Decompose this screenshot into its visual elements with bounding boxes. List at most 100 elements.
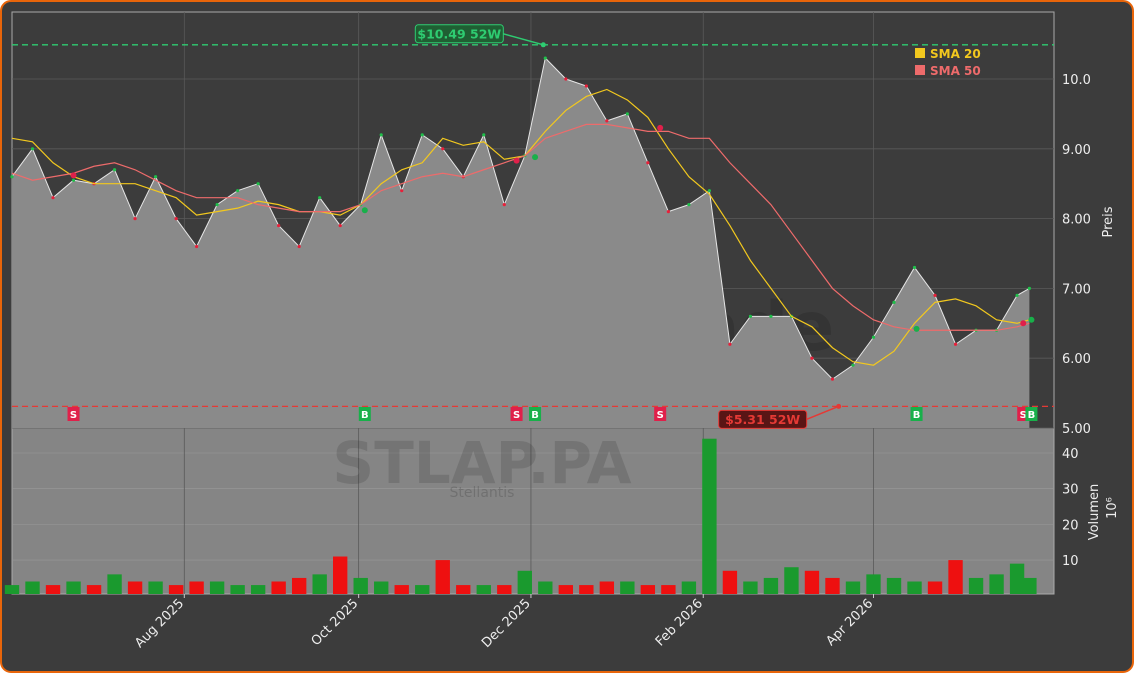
- volume-panel: [12, 428, 1054, 594]
- volume-bar: [291, 577, 307, 594]
- y2-axis-label: Volumen: [1087, 484, 1102, 541]
- price-point: [318, 196, 322, 200]
- price-point: [277, 223, 281, 228]
- volume-bar: [66, 581, 81, 594]
- volume-bar: [517, 570, 532, 594]
- y2-tick-label: 40: [1062, 447, 1079, 462]
- price-point: [687, 203, 691, 207]
- price-point: [71, 178, 76, 182]
- price-point: [933, 293, 937, 297]
- signal-dot: [657, 124, 664, 131]
- volume-bar: [476, 585, 491, 594]
- volume-bar: [271, 581, 286, 594]
- y-axis-label: Preis: [1101, 206, 1116, 237]
- volume-bar: [312, 574, 327, 594]
- signal-box: [510, 407, 523, 421]
- volume-bar: [1009, 563, 1025, 594]
- price-point: [10, 175, 14, 179]
- signal-dot: [913, 325, 920, 332]
- volume-bar: [620, 581, 635, 594]
- volume-bar: [558, 585, 573, 594]
- price-point: [1015, 293, 1019, 297]
- price-point: [728, 342, 732, 346]
- signal-box: [1025, 407, 1038, 421]
- y-tick-label: 9.00: [1062, 143, 1091, 158]
- signal-box: [654, 407, 667, 421]
- legend-swatch: [915, 65, 925, 75]
- volume-bar: [456, 585, 471, 594]
- signal-label: B: [361, 410, 369, 421]
- price-point: [400, 189, 404, 193]
- price-point: [912, 265, 917, 270]
- signal-label: S: [513, 410, 520, 421]
- volume-bar: [599, 581, 615, 594]
- signal-dot: [361, 207, 368, 214]
- watermark-company: Stellantis: [450, 485, 515, 501]
- signal-box: [529, 407, 542, 421]
- price-point: [830, 377, 835, 381]
- signal-label: S: [1020, 410, 1027, 421]
- price-point: [1027, 286, 1031, 291]
- volume-bar: [579, 585, 594, 594]
- volume-bar: [230, 585, 245, 594]
- high_52w-arrow: [503, 33, 544, 46]
- price-point: [502, 203, 506, 207]
- volume-bar: [989, 574, 1004, 594]
- price-point: [769, 314, 773, 318]
- volume-bar: [86, 585, 102, 594]
- volume-bar: [702, 438, 717, 594]
- volume-bar: [927, 581, 943, 594]
- volume-bar: [1022, 577, 1037, 594]
- low_52w-arrow: [806, 405, 839, 421]
- y-tick-label: 8.00: [1062, 213, 1091, 228]
- volume-bar: [45, 585, 61, 594]
- signal-dot: [1028, 316, 1035, 323]
- y-tick-label: 7.00: [1062, 282, 1091, 297]
- volume-bar: [763, 577, 779, 594]
- signal-dot: [70, 172, 77, 179]
- low_52w-arrowhead: [836, 403, 842, 409]
- price-point: [297, 244, 301, 249]
- signal-label: B: [1028, 410, 1036, 421]
- price-point: [420, 133, 424, 137]
- y2-axis-unit: 10⁶: [1105, 497, 1120, 519]
- price-point: [666, 210, 670, 214]
- price-point: [133, 217, 137, 221]
- volume-bar: [661, 585, 676, 594]
- price-point: [564, 77, 568, 81]
- volume-bar: [127, 581, 143, 594]
- high_52w-label: $10.49 52W: [417, 26, 501, 41]
- price-point: [379, 133, 383, 137]
- volume-bar: [640, 585, 656, 594]
- signal-box: [910, 407, 923, 421]
- volume-bar: [394, 585, 409, 594]
- price-point: [543, 56, 547, 60]
- volume-bar: [148, 581, 163, 594]
- volume-bar: [907, 581, 922, 594]
- price-point: [441, 147, 445, 151]
- volume-bar: [107, 574, 122, 594]
- sma-line: [11, 123, 1030, 331]
- price-point: [584, 84, 588, 88]
- signal-label: S: [70, 410, 77, 421]
- volume-bar: [189, 581, 204, 594]
- volume-bar: [435, 560, 450, 594]
- price-point: [30, 147, 35, 151]
- volume-bar: [4, 585, 20, 594]
- y2-tick-label: 10: [1062, 554, 1079, 569]
- volume-bar: [209, 581, 225, 594]
- legend-label: SMA 50: [930, 64, 981, 78]
- price-point: [215, 203, 219, 207]
- volume-bar: [250, 585, 266, 594]
- volume-bar: [681, 581, 697, 594]
- price-point: [953, 342, 958, 346]
- price-point: [871, 335, 876, 339]
- y-tick-label: 5.00: [1062, 422, 1091, 437]
- price-point: [153, 175, 158, 179]
- price-point: [195, 244, 199, 249]
- volume-bar: [374, 581, 389, 594]
- price-point: [236, 189, 240, 193]
- price-point: [646, 161, 650, 165]
- high_52w-arrowhead: [540, 42, 546, 48]
- price-point: [707, 189, 712, 193]
